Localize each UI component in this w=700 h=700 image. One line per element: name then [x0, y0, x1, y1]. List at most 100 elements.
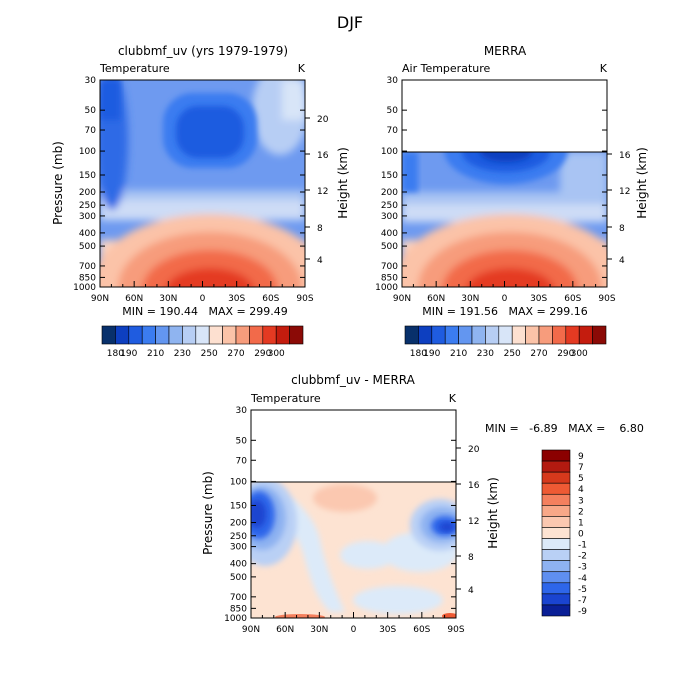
- colorbar-swatch: [208, 325, 223, 345]
- tick-label-height-8: 8: [468, 553, 474, 563]
- tick-label-height-12: 12: [317, 187, 328, 197]
- colorbar-label: 290: [254, 349, 271, 359]
- tick-label-pressure: 50: [236, 436, 248, 446]
- colorbar-swatch: [578, 325, 593, 345]
- tick-label-pressure: 70: [236, 456, 248, 466]
- field-upper-light-band: [402, 192, 607, 207]
- colorbar-label: 180: [107, 349, 124, 359]
- tick-label-pressure: 700: [79, 262, 96, 272]
- colorbar-swatch: [262, 325, 277, 345]
- tick-label-pressure: 500: [381, 242, 398, 252]
- colorbar-label: 5: [578, 474, 584, 484]
- colorbar-label: -4: [578, 574, 587, 584]
- panel-reanalysis-title: MERRA: [484, 44, 527, 58]
- field-cold-core-dark: [480, 152, 532, 162]
- colorbar-label: 230: [174, 349, 191, 359]
- panel-difference-x-axis: 90N 60N 30N 0 30S 60S 90S: [242, 612, 465, 635]
- tick-label-height-4: 4: [317, 256, 323, 266]
- colorbar-swatch: [275, 325, 290, 345]
- panel-difference: clubbmf_uv - MERRA Temperature K: [201, 373, 644, 635]
- tick-label-height-20: 20: [468, 445, 480, 455]
- panel-model-x-axis: 90N 60N 30N 0 30S 60S 90S: [91, 281, 314, 304]
- field-pale-band: [402, 204, 607, 222]
- tick-label-pressure: 400: [79, 229, 96, 239]
- tick-label-pressure: 1000: [73, 283, 96, 293]
- colorbar-label: 290: [557, 349, 574, 359]
- tick-label-latitude: 60N: [125, 294, 143, 304]
- panel-reanalysis-ylabel-right: Height (km): [635, 147, 649, 218]
- colorbar-swatch: [222, 325, 237, 345]
- tick-label-pressure: 150: [381, 171, 398, 181]
- tick-label-latitude: 60S: [564, 294, 581, 304]
- colorbar-swatch: [431, 325, 446, 345]
- field-left-top-cold: [100, 80, 120, 120]
- tick-label-pressure: 250: [230, 532, 247, 542]
- tick-label-latitude: 30N: [461, 294, 479, 304]
- tick-label-latitude: 30S: [530, 294, 547, 304]
- colorbar-label: 4: [578, 485, 584, 495]
- field-center-light-blue: [340, 541, 396, 569]
- colorbar-label: 0: [578, 530, 584, 540]
- tick-label-pressure: 850: [230, 604, 247, 614]
- tick-label-pressure: 250: [381, 201, 398, 211]
- panel-difference-unit: K: [449, 392, 457, 405]
- panel-model-title: clubbmf_uv (yrs 1979-1979): [118, 44, 288, 58]
- tick-label-pressure: 300: [79, 212, 96, 222]
- tick-label-pressure: 200: [381, 188, 398, 198]
- panel-difference-ylabel-right: Height (km): [486, 477, 500, 548]
- tick-label-latitude: 60N: [276, 625, 294, 635]
- colorbar-label: 210: [147, 349, 164, 359]
- tick-label-pressure: 700: [381, 262, 398, 272]
- colorbar-swatch: [541, 482, 571, 495]
- tick-label-latitude: 30N: [310, 625, 328, 635]
- tick-label-pressure: 200: [230, 519, 247, 529]
- tick-label-latitude: 90S: [598, 294, 615, 304]
- colorbar-swatch: [541, 460, 571, 473]
- tick-label-height-16: 16: [619, 151, 631, 161]
- field-warm-inner: [142, 250, 278, 287]
- colorbar-swatch: [249, 325, 264, 345]
- tick-label-height-20: 20: [317, 115, 329, 125]
- colorbar-label: 300: [571, 349, 588, 359]
- tick-label-latitude: 60S: [262, 294, 279, 304]
- colorbar-swatch: [541, 538, 571, 550]
- colorbar-swatch: [498, 325, 513, 345]
- panel-difference-ylabel: Pressure (mb): [201, 471, 215, 555]
- field-light-blue-tongue: [262, 495, 345, 612]
- tick-label-latitude: 90S: [296, 294, 313, 304]
- panel-reanalysis: MERRA Air Temperature K 90N 60N 30N 0 30S 60S…: [375, 44, 649, 359]
- tick-label-latitude: 0: [351, 625, 357, 635]
- panel-reanalysis-unit: K: [600, 62, 608, 75]
- panel-difference-variable-label: Temperature: [250, 392, 321, 405]
- colorbar-swatch: [525, 325, 540, 345]
- field-right-edge-pale: [282, 80, 305, 120]
- colorbar-swatch: [511, 325, 526, 345]
- tick-label-height-8: 8: [619, 224, 625, 234]
- tick-label-pressure: 300: [381, 212, 398, 222]
- field-left-core-blue: [251, 500, 266, 528]
- tick-label-pressure: 50: [387, 106, 399, 116]
- tick-label-latitude: 30S: [228, 294, 245, 304]
- colorbar-swatch: [541, 527, 571, 539]
- colorbar-swatch: [541, 560, 571, 573]
- colorbar-swatch: [289, 325, 304, 345]
- field-pale-band: [100, 200, 305, 220]
- colorbar-label: 180: [410, 349, 427, 359]
- colorbar-label: 2: [578, 507, 584, 517]
- panel-difference-stats: MIN = -6.89 MAX = 6.80: [485, 422, 644, 435]
- colorbar-label: 250: [504, 349, 521, 359]
- tick-label-height-8: 8: [317, 224, 323, 234]
- panel-model-stats: MIN = 190.44 MAX = 299.49: [122, 305, 287, 318]
- tick-label-pressure: 300: [230, 543, 247, 553]
- colorbar-swatch: [541, 471, 571, 484]
- field-bottom-warm: [275, 614, 325, 618]
- colorbar-label: 210: [450, 349, 467, 359]
- tick-label-latitude: 90N: [91, 294, 109, 304]
- colorbar-swatch: [541, 516, 571, 528]
- panel-reanalysis-variable-label: Air Temperature: [402, 62, 491, 75]
- colorbar-swatch: [592, 325, 607, 345]
- tick-label-pressure: 30: [85, 76, 97, 86]
- colorbar-label: -5: [578, 585, 587, 595]
- tick-label-pressure: 150: [230, 501, 247, 511]
